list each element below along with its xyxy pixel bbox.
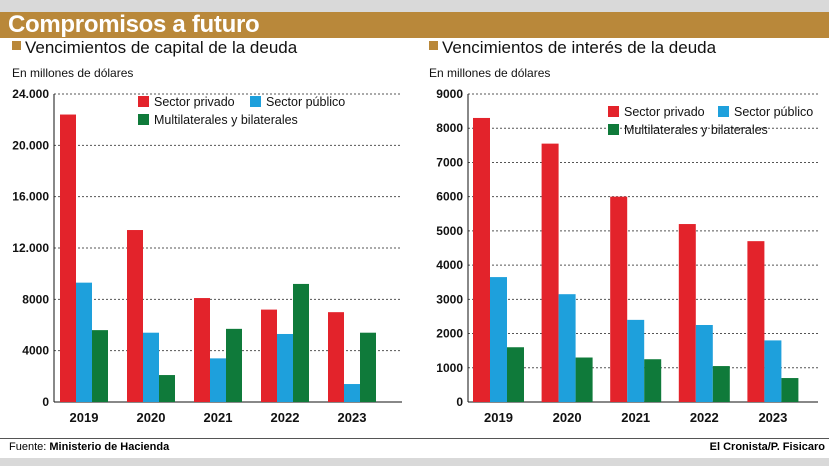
x-tick-label: 2023 [758, 410, 787, 425]
legend-label: Multilaterales y bilaterales [154, 113, 298, 127]
bar-multilaterales [226, 328, 242, 402]
page-title: Compromisos a futuro [8, 11, 260, 38]
chart-subtitle: En millones de dólares [12, 66, 133, 80]
legend-swatch-multilaterales [608, 124, 619, 135]
title-marker-icon [429, 41, 438, 50]
bar-multilaterales [360, 332, 376, 402]
bar-multilaterales [159, 375, 175, 402]
legend-label: Sector privado [154, 95, 235, 109]
chart-subtitle: En millones de dólares [429, 66, 550, 80]
bar-sector-publico [490, 277, 507, 402]
y-tick-label: 0 [42, 395, 49, 409]
bar-multilaterales [507, 347, 524, 402]
bar-sector-privado [261, 309, 277, 402]
y-tick-label: 5000 [436, 224, 463, 238]
footer-credit: El Cronista/P. Fisicaro [709, 441, 825, 453]
bar-multilaterales [644, 359, 662, 402]
bar-sector-publico [143, 332, 159, 402]
bar-sector-publico [558, 294, 576, 402]
legend-swatch-sector-privado [138, 96, 149, 107]
legend-swatch-sector-publico [250, 96, 261, 107]
x-tick-label: 2019 [70, 410, 99, 425]
bar-multilaterales [575, 357, 593, 402]
bar-sector-privado [678, 224, 696, 402]
x-tick-label: 2020 [553, 410, 582, 425]
y-tick-label: 4000 [22, 344, 49, 358]
bar-multilaterales [293, 283, 309, 402]
bar-sector-privado [473, 117, 490, 402]
bar-sector-publico [76, 282, 92, 402]
header-bar: Compromisos a futuro [0, 12, 829, 38]
bar-multilaterales [92, 330, 108, 402]
bar-sector-publico [277, 333, 293, 402]
x-tick-label: 2022 [690, 410, 719, 425]
bar-sector-privado [541, 143, 559, 402]
bottom-band [0, 458, 829, 466]
y-tick-label: 9000 [436, 87, 463, 101]
footer-source-label: Fuente: [9, 441, 47, 453]
bar-sector-privado [747, 241, 765, 402]
bar-sector-privado [328, 312, 344, 402]
y-tick-label: 3000 [436, 292, 463, 306]
x-tick-label: 2022 [271, 410, 300, 425]
top-band [0, 0, 829, 12]
footer-divider [0, 438, 829, 439]
y-tick-label: 12.000 [12, 241, 49, 255]
legend-swatch-multilaterales [138, 114, 149, 125]
bar-sector-publico [764, 340, 782, 402]
bar-sector-publico [695, 325, 713, 402]
bar-multilaterales [781, 378, 799, 402]
legend-label: Sector privado [624, 105, 705, 119]
chart-title: Vencimientos de capital de la deuda [25, 38, 298, 57]
x-tick-label: 2023 [338, 410, 367, 425]
y-tick-label: 1000 [436, 361, 463, 375]
chart-title: Vencimientos de interés de la deuda [442, 38, 717, 57]
y-tick-label: 2000 [436, 327, 463, 341]
y-tick-label: 8000 [22, 292, 49, 306]
y-tick-label: 8000 [436, 121, 463, 135]
y-tick-label: 0 [456, 395, 463, 409]
footer-source: Fuente: Ministerio de Hacienda [9, 441, 169, 453]
x-tick-label: 2021 [621, 410, 650, 425]
y-tick-label: 24.000 [12, 87, 49, 101]
bar-sector-publico [627, 319, 645, 402]
bar-sector-privado [127, 230, 143, 402]
y-tick-label: 4000 [436, 258, 463, 272]
legend-swatch-sector-privado [608, 106, 619, 117]
y-tick-label: 20.000 [12, 138, 49, 152]
legend-swatch-sector-publico [718, 106, 729, 117]
x-tick-label: 2021 [204, 410, 233, 425]
y-tick-label: 16.000 [12, 190, 49, 204]
bar-sector-publico [344, 384, 360, 402]
bar-sector-publico [210, 358, 226, 402]
bar-sector-privado [60, 114, 76, 403]
bar-multilaterales [712, 366, 730, 402]
bar-sector-privado [610, 196, 628, 402]
y-tick-label: 6000 [436, 190, 463, 204]
legend-label: Sector público [266, 95, 345, 109]
footer-source-value: Ministerio de Hacienda [49, 441, 170, 453]
x-tick-label: 2019 [484, 410, 513, 425]
x-tick-label: 2020 [137, 410, 166, 425]
legend-label: Sector público [734, 105, 813, 119]
title-marker-icon [12, 41, 21, 50]
bar-sector-privado [194, 298, 210, 402]
y-tick-label: 7000 [436, 155, 463, 169]
legend-label: Multilaterales y bilaterales [624, 123, 768, 137]
